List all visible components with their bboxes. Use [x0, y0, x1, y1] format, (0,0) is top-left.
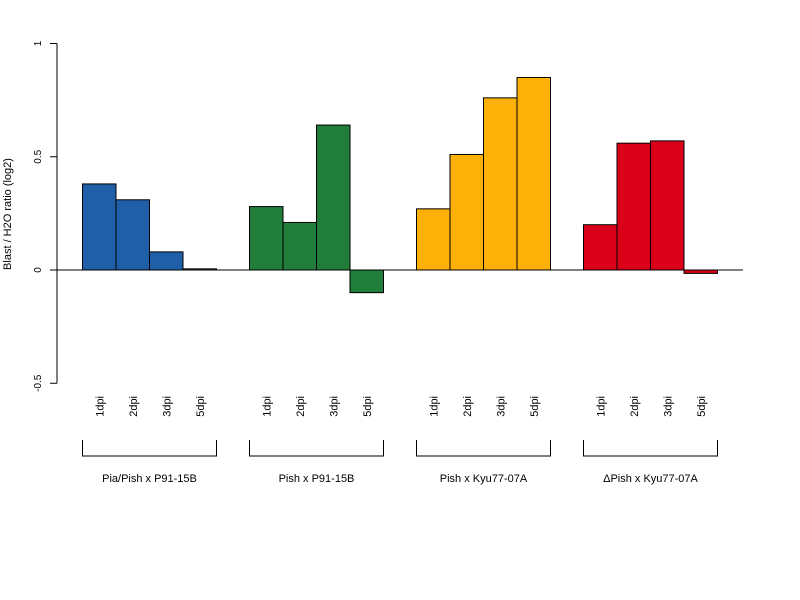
group-label: Pish x P91-15B — [279, 473, 355, 485]
x-tick-label: 5dpi — [195, 396, 207, 417]
x-tick-label: 2dpi — [462, 396, 474, 417]
bar — [349, 269, 384, 294]
category-tick-labels: 1dpi 2dpi 3dpi 5dpi 1dpi 2dpi 3dpi 5dpi 1dpi 2dpi… — [94, 396, 708, 417]
bar — [316, 124, 351, 271]
y-axis-label: Blast / H2O ratio (log2) — [2, 158, 14, 270]
group-label: Pish x Kyu77-07A — [440, 473, 528, 485]
x-tick-label: 3dpi — [328, 396, 340, 417]
bar — [115, 199, 150, 271]
group-bracket — [416, 440, 551, 457]
group-bracket — [82, 440, 217, 457]
bar — [449, 153, 484, 271]
bar — [616, 142, 651, 271]
x-tick-label: 5dpi — [362, 396, 374, 417]
bar — [282, 221, 317, 271]
x-tick-label: 3dpi — [495, 396, 507, 417]
x-tick-label: 1dpi — [428, 396, 440, 417]
bars — [82, 76, 718, 294]
x-tick-label: 1dpi — [261, 396, 273, 417]
bar — [683, 269, 718, 274]
group-bracket — [583, 440, 718, 457]
y-tick-label: 1 — [33, 40, 44, 46]
bar — [82, 183, 117, 271]
bar — [516, 76, 551, 271]
bar — [149, 251, 184, 271]
x-tick-label: 5dpi — [696, 396, 708, 417]
group-brackets: Pia/Pish x P91-15B Pish x P91-15B Pish x K… — [82, 440, 718, 485]
y-tick-label: 0.5 — [33, 149, 44, 163]
x-tick-label: 1dpi — [94, 396, 106, 417]
group-label: Pia/Pish x P91-15B — [102, 473, 197, 485]
bar — [416, 208, 451, 271]
x-tick-label: 3dpi — [161, 396, 173, 417]
group-bracket — [249, 440, 384, 457]
y-tick-label: -0.5 — [33, 374, 44, 392]
bar — [249, 206, 284, 271]
x-tick-label: 1dpi — [595, 396, 607, 417]
y-axis: -0.5 0 0.5 1 — [33, 40, 58, 392]
group-label: ΔPish x Kyu77-07A — [603, 473, 698, 485]
x-tick-label: 2dpi — [128, 396, 140, 417]
bar — [483, 97, 518, 271]
x-tick-label: 2dpi — [629, 396, 641, 417]
bar — [650, 140, 685, 271]
x-tick-label: 5dpi — [529, 396, 541, 417]
x-tick-label: 2dpi — [295, 396, 307, 417]
x-tick-label: 3dpi — [662, 396, 674, 417]
y-tick-label: 0 — [33, 267, 44, 273]
bar — [583, 224, 618, 271]
